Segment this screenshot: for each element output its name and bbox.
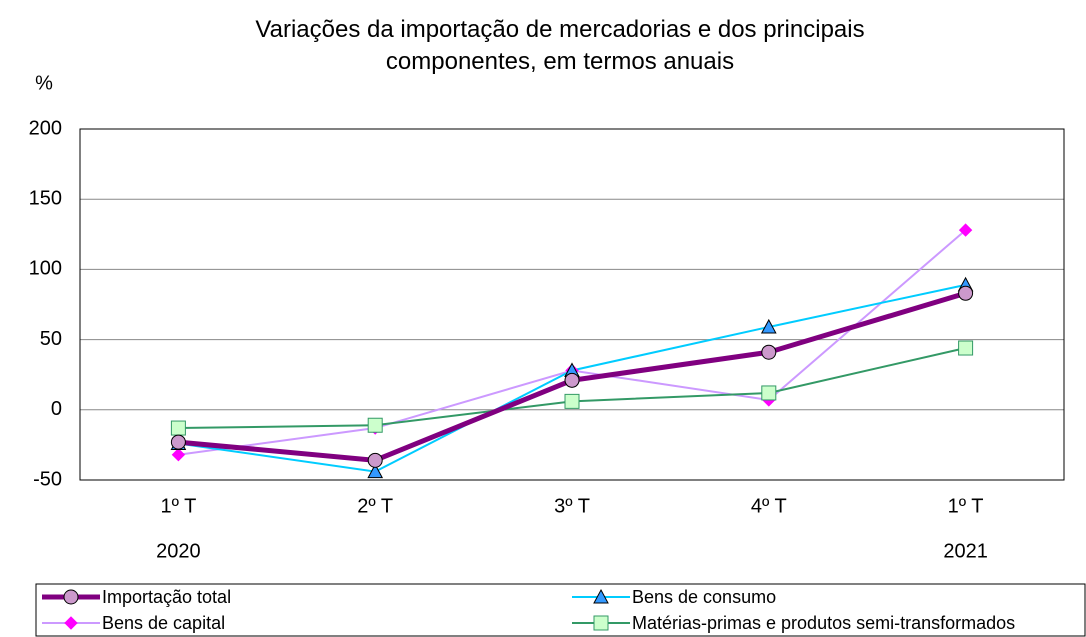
data-point: [564, 393, 580, 409]
data-point: [761, 385, 777, 401]
x-tick-label: 3º T: [554, 495, 590, 517]
y-tick-label: 0: [51, 398, 62, 420]
y-tick-label: 50: [40, 328, 62, 350]
x-tick-label: 4º T: [751, 495, 787, 517]
legend-marker: [63, 589, 79, 605]
y-tick-label: 200: [29, 117, 62, 139]
y-tick-label: 150: [29, 187, 62, 209]
legend-marker: [593, 615, 609, 631]
x-group-label: 2021: [943, 540, 988, 562]
legend-box: [35, 583, 1086, 637]
y-tick-label: -50: [33, 468, 62, 490]
data-point: [367, 463, 384, 479]
plot-border: [79, 128, 1065, 481]
legend-label: Bens de consumo: [632, 587, 776, 607]
legend-label: Bens de capital: [102, 613, 225, 633]
data-point: [170, 434, 186, 450]
data-point: [760, 318, 777, 334]
chart-title: Variações da importação de mercadorias e…: [255, 16, 865, 75]
series-line: [178, 347, 966, 430]
y-tick-label: 100: [29, 258, 62, 280]
legend-label: Matérias-primas e produtos semi-transfor…: [632, 613, 1015, 633]
data-point: [367, 417, 383, 433]
x-tick-label: 1º T: [948, 495, 984, 517]
data-point: [958, 223, 973, 237]
data-point: [170, 420, 186, 436]
data-point: [761, 344, 777, 360]
legend-marker: [593, 588, 609, 604]
y-axis-label: %: [35, 72, 53, 94]
data-point: [564, 372, 580, 388]
x-tick-label: 1º T: [160, 495, 196, 517]
series-line: [178, 229, 967, 456]
x-tick-label: 2º T: [357, 495, 393, 517]
data-point: [958, 340, 974, 356]
data-point: [171, 448, 186, 462]
legend-label: Importação total: [102, 587, 231, 607]
x-group-label: 2020: [156, 540, 201, 562]
data-point: [367, 452, 383, 468]
legend-marker: [64, 616, 78, 630]
data-point: [958, 285, 974, 301]
